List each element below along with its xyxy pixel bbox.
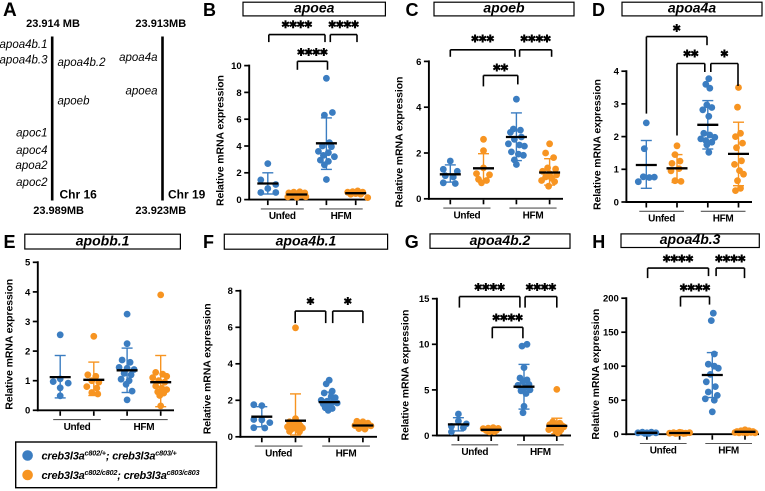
svg-text:6: 6 <box>236 115 241 126</box>
svg-text:23.914 MB: 23.914 MB <box>26 18 80 30</box>
svg-text:Relative mRNA expression: Relative mRNA expression <box>400 310 412 441</box>
svg-text:6: 6 <box>228 323 233 334</box>
svg-text:HFM: HFM <box>523 210 544 221</box>
svg-text:2: 2 <box>228 396 233 407</box>
svg-text:100: 100 <box>603 362 619 373</box>
svg-text:apoa4b.1: apoa4b.1 <box>0 39 48 51</box>
svg-text:creb3l3ac802/+; creb3l3ac803/+: creb3l3ac802/+; creb3l3ac803/+ <box>42 449 178 463</box>
svg-text:Relative mRNA expression: Relative mRNA expression <box>394 77 406 208</box>
svg-text:Relative mRNA expression: Relative mRNA expression <box>202 303 214 434</box>
svg-text:apoeb: apoeb <box>58 96 91 108</box>
svg-text:Unfed: Unfed <box>650 446 677 457</box>
svg-text:apoa4b.1: apoa4b.1 <box>276 233 337 249</box>
svg-text:Relative mRNA expression: Relative mRNA expression <box>590 309 602 440</box>
svg-text:50: 50 <box>608 396 619 407</box>
svg-text:0: 0 <box>614 197 619 208</box>
svg-text:2: 2 <box>416 148 421 159</box>
svg-text:4: 4 <box>416 103 422 114</box>
svg-text:3: 3 <box>25 317 30 328</box>
svg-text:apoc4: apoc4 <box>16 145 47 157</box>
svg-text:1: 1 <box>614 165 620 176</box>
svg-text:Unfed: Unfed <box>461 447 488 458</box>
svg-text:5: 5 <box>424 385 430 396</box>
svg-text:apoa4b.3: apoa4b.3 <box>660 231 721 247</box>
svg-text:apoea: apoea <box>126 86 158 98</box>
svg-text:apoa4a: apoa4a <box>119 52 157 64</box>
svg-text:4: 4 <box>614 67 620 78</box>
svg-text:apoa4a: apoa4a <box>668 0 716 15</box>
svg-text:0: 0 <box>614 430 619 441</box>
svg-text:Relative mRNA expression: Relative mRNA expression <box>215 75 227 206</box>
svg-text:Unfed: Unfed <box>453 210 480 221</box>
svg-text:8: 8 <box>228 286 233 297</box>
svg-text:apoa2: apoa2 <box>16 160 49 172</box>
svg-text:15: 15 <box>419 294 430 305</box>
svg-text:A: A <box>3 0 17 21</box>
svg-text:4: 4 <box>236 141 242 152</box>
svg-text:apobb.1: apobb.1 <box>76 233 130 249</box>
svg-text:HFM: HFM <box>718 446 739 457</box>
svg-text:5: 5 <box>25 258 31 269</box>
svg-text:HFM: HFM <box>713 214 734 225</box>
svg-text:H: H <box>592 232 605 252</box>
svg-text:0: 0 <box>228 432 233 443</box>
svg-text:E: E <box>4 232 16 252</box>
svg-text:0: 0 <box>424 431 429 442</box>
svg-text:200: 200 <box>603 294 619 305</box>
svg-text:10: 10 <box>231 61 242 72</box>
svg-text:2: 2 <box>236 168 241 179</box>
svg-text:creb3l3ac802/c802; creb3l3ac80: creb3l3ac802/c802; creb3l3ac803/c803 <box>42 468 200 482</box>
svg-text:0: 0 <box>416 194 421 205</box>
svg-text:apoea: apoea <box>294 0 335 15</box>
svg-text:23.923MB: 23.923MB <box>135 205 186 217</box>
svg-text:Unfed: Unfed <box>269 211 296 222</box>
svg-text:B: B <box>203 0 216 20</box>
svg-text:Unfed: Unfed <box>64 422 91 433</box>
svg-text:3: 3 <box>614 99 619 110</box>
svg-text:C: C <box>406 0 419 20</box>
svg-text:HFM: HFM <box>134 422 155 433</box>
svg-text:Unfed: Unfed <box>648 214 675 225</box>
svg-text:apoc2: apoc2 <box>16 177 48 189</box>
svg-text:Chr 16: Chr 16 <box>60 188 98 202</box>
svg-text:HFM: HFM <box>530 447 551 458</box>
svg-text:apoa4b.2: apoa4b.2 <box>470 232 531 248</box>
svg-text:Chr 19: Chr 19 <box>168 188 206 202</box>
svg-text:F: F <box>203 232 214 252</box>
svg-text:Unfed: Unfed <box>265 448 292 459</box>
svg-text:150: 150 <box>603 328 619 339</box>
svg-text:2: 2 <box>25 347 30 358</box>
svg-text:23.989MB: 23.989MB <box>33 205 84 217</box>
svg-text:1: 1 <box>25 376 31 387</box>
svg-text:D: D <box>592 0 605 20</box>
svg-text:0: 0 <box>236 195 241 206</box>
svg-text:apoa4b.2: apoa4b.2 <box>58 57 107 69</box>
svg-text:HFM: HFM <box>336 448 357 459</box>
svg-text:6: 6 <box>416 57 421 68</box>
svg-text:Relative mRNA expression: Relative mRNA expression <box>4 279 16 410</box>
svg-text:23.913MB: 23.913MB <box>135 18 186 30</box>
svg-text:2: 2 <box>614 132 619 143</box>
svg-text:apoc1: apoc1 <box>16 128 47 140</box>
svg-text:4: 4 <box>228 359 234 370</box>
svg-text:4: 4 <box>25 287 31 298</box>
svg-text:G: G <box>405 232 419 252</box>
svg-text:8: 8 <box>236 88 241 99</box>
svg-text:Relative mRNA expression: Relative mRNA expression <box>592 79 604 210</box>
svg-text:10: 10 <box>419 340 430 351</box>
svg-text:apoeb: apoeb <box>483 0 525 15</box>
svg-text:0: 0 <box>25 406 30 417</box>
svg-text:HFM: HFM <box>331 211 352 222</box>
svg-text:apoa4b.3: apoa4b.3 <box>0 55 48 67</box>
